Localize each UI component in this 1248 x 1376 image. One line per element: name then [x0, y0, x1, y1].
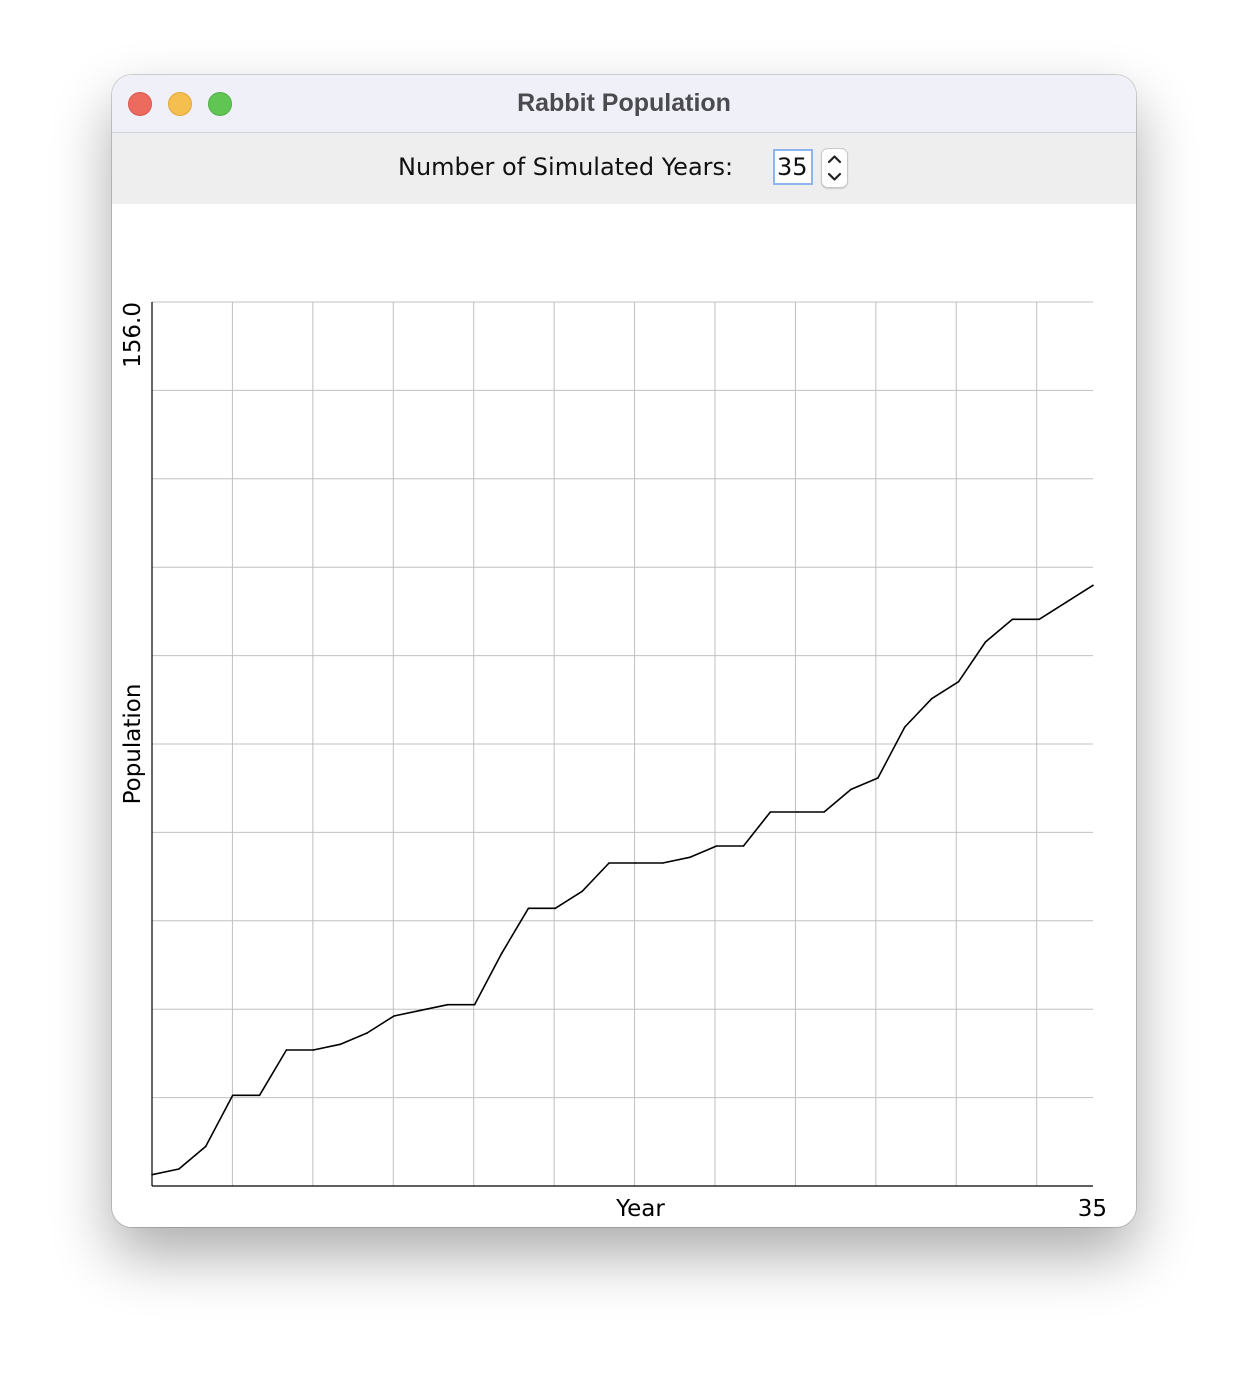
data-point	[285, 1049, 288, 1051]
population-chart: 156.0 Population Year 35	[120, 301, 1107, 1222]
data-point	[877, 777, 879, 779]
x-max-tick-label: 35	[1078, 1196, 1107, 1222]
data-point	[151, 1173, 153, 1176]
close-window-icon[interactable]	[128, 92, 152, 116]
data-point	[635, 862, 637, 864]
years-stepper[interactable]	[821, 148, 848, 188]
data-point	[500, 952, 503, 955]
data-point	[904, 726, 906, 728]
title-bar: Rabbit Population	[112, 75, 1136, 133]
data-point	[850, 788, 852, 791]
data-point	[608, 862, 610, 864]
data-point	[930, 697, 933, 700]
data-point	[688, 856, 691, 859]
minimize-window-icon[interactable]	[168, 92, 192, 116]
stepper-up-button[interactable]	[822, 149, 847, 168]
data-points	[151, 584, 1094, 1176]
data-point	[204, 1145, 207, 1148]
data-point	[366, 1032, 368, 1034]
data-point	[1065, 601, 1067, 604]
x-axis-label: Year	[615, 1196, 665, 1222]
chevron-up-icon	[827, 155, 842, 164]
data-point	[554, 907, 557, 910]
years-label: Number of Simulated Years:	[398, 153, 734, 181]
data-point	[312, 1049, 315, 1051]
chevron-down-icon	[827, 172, 842, 181]
maximize-window-icon[interactable]	[208, 92, 232, 116]
data-point	[393, 1015, 395, 1017]
data-point	[473, 1003, 476, 1006]
data-point	[258, 1094, 261, 1097]
data-point	[581, 890, 583, 893]
y-axis-label: Population	[120, 684, 146, 805]
controls-bar: Number of Simulated Years: 35	[112, 133, 1136, 204]
data-point	[231, 1094, 234, 1097]
data-point	[662, 862, 664, 864]
data-point	[715, 845, 718, 847]
chart-panel: 156.0 Population Year 35	[112, 204, 1136, 1227]
data-point	[796, 811, 799, 813]
data-point	[527, 907, 530, 910]
population-series-line	[151, 584, 1094, 1176]
years-input[interactable]: 35	[773, 149, 813, 185]
data-point	[420, 1009, 422, 1012]
data-point	[957, 680, 960, 683]
app-window: Rabbit Population Number of Simulated Ye…	[112, 75, 1136, 1227]
data-point	[1011, 618, 1014, 621]
chart-grid	[152, 301, 1093, 1186]
data-point	[823, 811, 825, 813]
data-point	[1038, 618, 1041, 621]
y-max-tick-label: 156.0	[120, 302, 146, 368]
data-point	[1092, 584, 1094, 587]
data-point	[446, 1003, 449, 1006]
data-point	[742, 845, 745, 847]
stepper-down-button[interactable]	[822, 168, 847, 187]
data-point	[984, 641, 987, 643]
data-point	[178, 1168, 180, 1170]
data-point	[769, 811, 772, 813]
window-title: Rabbit Population	[517, 89, 731, 117]
data-point	[339, 1043, 341, 1046]
